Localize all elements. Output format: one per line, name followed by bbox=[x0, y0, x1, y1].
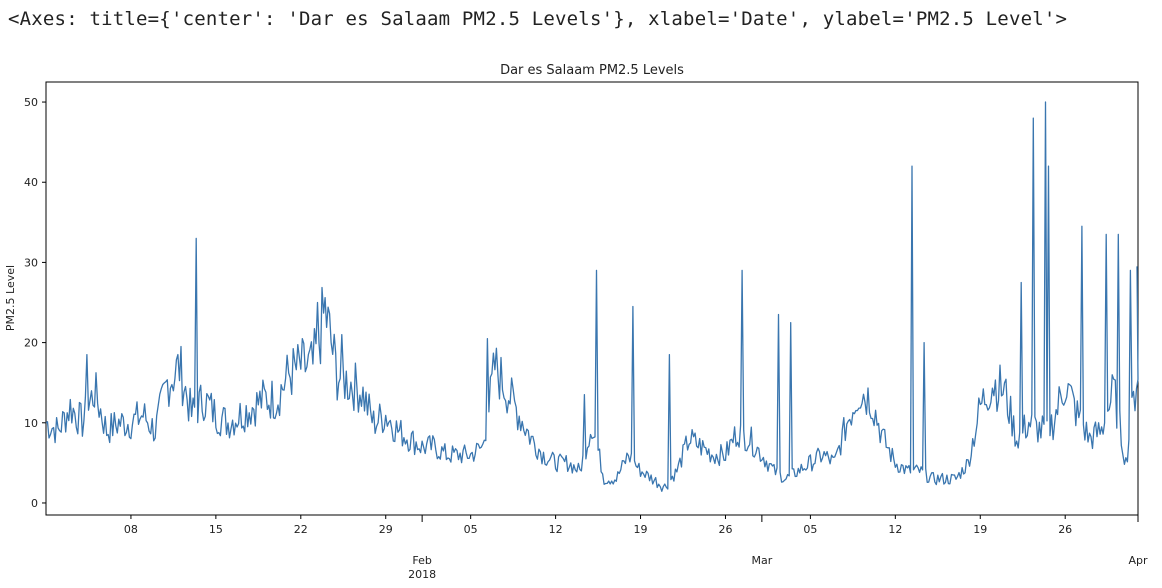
x-major-tick-label: Mar bbox=[751, 554, 772, 567]
x-major-tick-label: Feb bbox=[412, 554, 431, 567]
pm25-series-line bbox=[45, 101, 1139, 492]
x-minor-tick-label: 26 bbox=[718, 523, 732, 536]
x-minor-tick-label: 29 bbox=[379, 523, 393, 536]
y-tick-label: 50 bbox=[24, 96, 38, 109]
x-minor-tick-label: 26 bbox=[1058, 523, 1072, 536]
x-minor-tick-label: 05 bbox=[803, 523, 817, 536]
x-minor-tick-label: 08 bbox=[124, 523, 138, 536]
y-axis-ticks: 0 10 20 30 40 50 bbox=[24, 96, 46, 510]
y-tick-label: 20 bbox=[24, 337, 38, 350]
x-minor-tick-label: 19 bbox=[973, 523, 987, 536]
x-minor-tick-label: 05 bbox=[464, 523, 478, 536]
chart-title: Dar es Salaam PM2.5 Levels bbox=[500, 63, 684, 78]
plot-frame bbox=[45, 81, 1139, 516]
x-minor-tick-label: 22 bbox=[294, 523, 308, 536]
output-repr-text: <Axes: title={'center': 'Dar es Salaam P… bbox=[8, 8, 1068, 30]
x-minor-tick-label: 12 bbox=[549, 523, 563, 536]
x-minor-tick-label: 15 bbox=[209, 523, 223, 536]
x-minor-tick-label: 12 bbox=[888, 523, 902, 536]
y-tick-label: 40 bbox=[24, 176, 38, 189]
y-axis-label: PM2.5 Level bbox=[4, 265, 17, 331]
series-layer bbox=[45, 101, 1139, 492]
y-tick-label: 0 bbox=[31, 497, 38, 510]
x-major-tick-sublabel: 2018 bbox=[408, 568, 436, 581]
x-major-tick-label: Apr bbox=[1128, 554, 1148, 567]
y-tick-label: 30 bbox=[24, 256, 38, 269]
x-minor-tick-label: 19 bbox=[634, 523, 648, 536]
y-tick-label: 10 bbox=[24, 417, 38, 430]
